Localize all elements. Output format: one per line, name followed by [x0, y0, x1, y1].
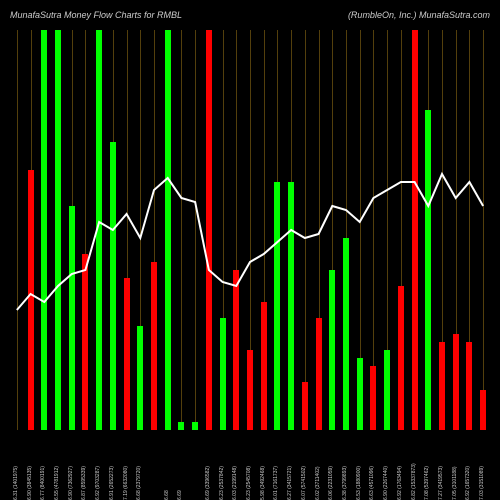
bar: [206, 30, 212, 430]
bar: [439, 342, 445, 430]
grid-line: [181, 30, 182, 430]
x-label: 6.23 (2545708): [246, 440, 252, 500]
bar: [384, 350, 390, 430]
x-label: 6.02 (3711402): [315, 440, 321, 500]
bar: [302, 382, 308, 430]
x-label: 6.06 (2231059): [328, 440, 334, 500]
bar: [96, 30, 102, 430]
x-label: 6.69 (3396582): [205, 440, 211, 500]
bar: [274, 182, 280, 430]
bar: [316, 318, 322, 430]
chart-area: [10, 30, 490, 430]
x-label: 6.87 (8595339): [81, 440, 87, 500]
x-label: 6.92 (1763494): [397, 440, 403, 500]
x-label: 7.27 (3419573): [438, 440, 444, 500]
bar: [288, 182, 294, 430]
x-label: 6.90 (3845135): [27, 440, 33, 500]
bar: [370, 366, 376, 430]
bar: [343, 238, 349, 430]
x-label: 7.05 (3101188): [452, 440, 458, 500]
bar: [137, 326, 143, 430]
grid-line: [305, 30, 306, 430]
bar: [233, 270, 239, 430]
bar: [480, 390, 486, 430]
x-label: 6.63 (4571096): [369, 440, 375, 500]
bar: [261, 302, 267, 430]
x-label: 6.03 (2199148): [232, 440, 238, 500]
bar: [357, 358, 363, 430]
bar: [329, 270, 335, 430]
x-label: 6.69: [177, 440, 183, 500]
bar: [28, 170, 34, 430]
x-label: 7.08 (5397462): [424, 440, 430, 500]
x-label: 6.92 (1657320): [465, 440, 471, 500]
bar: [192, 422, 198, 430]
x-label: 6.90 (2267440): [383, 440, 389, 500]
grid-line: [17, 30, 18, 430]
bar: [178, 422, 184, 430]
chart-title-right: (RumbleOn, Inc.) MunafaSutra.com: [348, 10, 490, 20]
bar: [466, 342, 472, 430]
bar: [398, 286, 404, 430]
bar: [41, 30, 47, 430]
bar: [110, 142, 116, 430]
x-label: 7.03 (3151089): [479, 440, 485, 500]
x-label: 6.07 (5741502): [301, 440, 307, 500]
bar: [165, 30, 171, 430]
bar: [124, 278, 130, 430]
x-label: 6.90 (7362927): [68, 440, 74, 500]
x-label: 6.23 (2537842): [219, 440, 225, 500]
bar: [412, 30, 418, 430]
x-label: 5.98 (3492468): [260, 440, 266, 500]
x-label: 6.68: [164, 440, 170, 500]
bar: [55, 30, 61, 430]
x-label: 6.38 (3799893): [342, 440, 348, 500]
x-label: 6.27 (3415721): [287, 440, 293, 500]
x-axis-labels: 6.31 (1401975) 6.90 (3845135) 6.77 (840019…: [10, 435, 490, 500]
x-label: 6.31 (1401975): [13, 440, 19, 500]
grid-line: [195, 30, 196, 430]
bar: [220, 318, 226, 430]
grid-line: [483, 30, 484, 430]
bar: [151, 262, 157, 430]
x-label: 6.92 (9703287): [95, 440, 101, 500]
bar: [453, 334, 459, 430]
chart-title-left: MunafaSutra Money Flow Charts for RMBL: [10, 10, 182, 20]
x-label: 6.91 (2652273): [109, 440, 115, 500]
x-label: 6.68 (2379720): [136, 440, 142, 500]
x-label: 7.19 (6632080): [123, 440, 129, 500]
x-label: 6.55 (4781912): [54, 440, 60, 500]
x-label: 6.53 (1880900): [356, 440, 362, 500]
bar: [247, 350, 253, 430]
x-label: 6.01 (7161737): [273, 440, 279, 500]
bar: [82, 254, 88, 430]
x-label: 6.77 (8400191): [40, 440, 46, 500]
x-label: 6.82 (15337873): [411, 440, 417, 500]
bar: [425, 110, 431, 430]
bar: [69, 206, 75, 430]
